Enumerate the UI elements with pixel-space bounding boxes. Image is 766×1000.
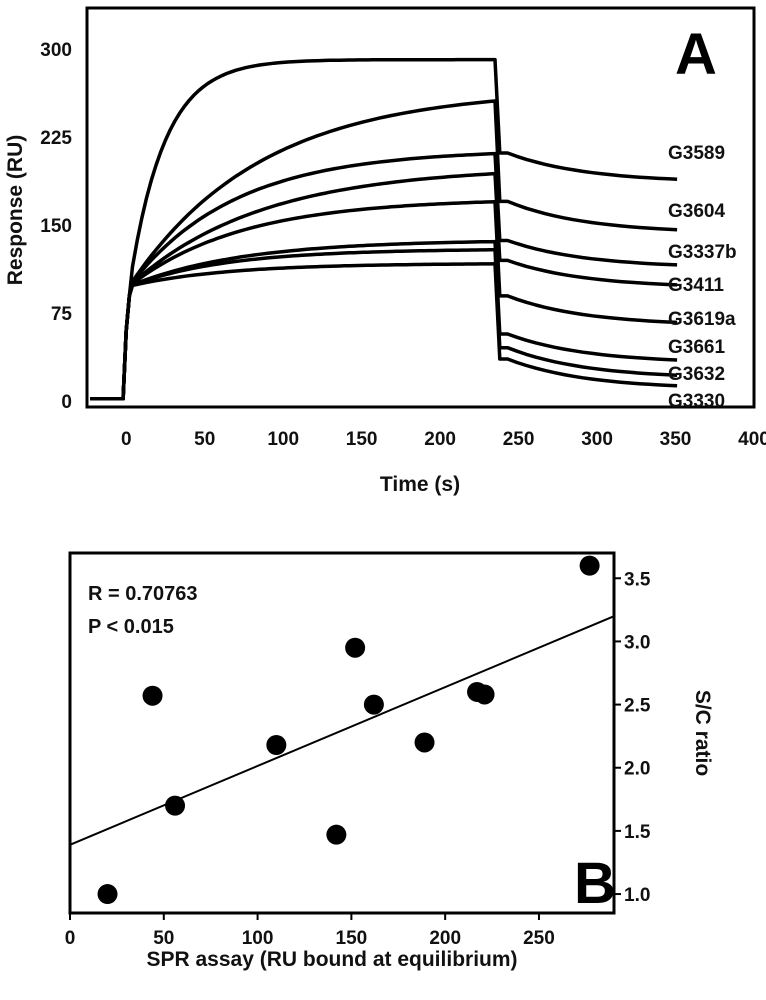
- panel-b-y-axis-title: S/C ratio: [691, 690, 714, 776]
- panel-a-x-axis-title: Time (s): [380, 473, 460, 496]
- curve-label-g3632: G3632: [668, 364, 725, 385]
- panel-a-x-tick-label: 0: [121, 429, 132, 450]
- panel-a-label: A: [675, 22, 717, 87]
- curve-label-g3619a: G3619a: [668, 309, 736, 330]
- panel-a-curves: [90, 57, 678, 401]
- panel-b-y-tick-label: 3.5: [624, 569, 651, 590]
- panel-a-chart: 0 50 100 150 200 250 300 350 400 0 75 150 225 300 G3…: [4, 6, 766, 496]
- panel-a-x-tick-label: 50: [194, 429, 215, 450]
- panel-b-y-ticks: 1.0 1.5 2.0 2.5 3.0 3.5: [614, 569, 651, 906]
- panel-a-x-tick-label: 400: [738, 429, 766, 450]
- scatter-point: [345, 637, 366, 658]
- sensorgram-curve-g3330: [90, 262, 678, 401]
- scatter-point: [326, 824, 347, 845]
- panel-b-x-tick-label: 250: [523, 928, 555, 949]
- scatter-point: [579, 555, 600, 576]
- curve-label-g3411: G3411: [668, 275, 724, 296]
- panel-a-x-ticks: 0 50 100 150 200 250 300 350 400: [121, 429, 766, 450]
- panel-b-y-tick-label: 1.5: [624, 822, 651, 843]
- panel-b-y-tick-label: 2.5: [624, 696, 651, 717]
- scatter-point: [97, 884, 118, 905]
- panel-a-x-tick-label: 150: [346, 429, 378, 450]
- panel-b-x-tick-label: 0: [65, 928, 76, 949]
- scatter-point: [165, 795, 186, 816]
- curve-label-g3337b: G3337b: [668, 242, 737, 263]
- panel-a-y-tick-label: 150: [40, 216, 72, 237]
- curve-label-g3604: G3604: [668, 201, 725, 222]
- panel-b-x-tick-label: 100: [242, 928, 274, 949]
- sensorgram-curve-g3619a: [90, 199, 678, 401]
- correlation-r-annotation: R = 0.70763: [88, 583, 198, 605]
- sensorgram-curve-g3411: [90, 171, 678, 401]
- p-value-annotation: P < 0.015: [88, 616, 174, 638]
- panel-a-y-tick-label: 300: [40, 40, 72, 61]
- panel-a-y-tick-label: 0: [61, 392, 72, 413]
- panel-a-y-tick-label: 225: [40, 128, 72, 149]
- panel-a-x-tick-label: 250: [503, 429, 535, 450]
- curve-label-g3330: G3330: [668, 391, 725, 412]
- scatter-point: [414, 732, 435, 753]
- panel-b-points: [97, 555, 600, 905]
- panel-a-y-tick-label: 75: [51, 304, 73, 325]
- panel-b-x-ticks: 0 50 100 150 200 250: [65, 913, 555, 949]
- panel-b-x-tick-label: 50: [153, 928, 174, 949]
- sensorgram-curve-g3589: [90, 57, 678, 401]
- panel-b-y-tick-label: 1.0: [624, 885, 650, 906]
- curve-label-g3589: G3589: [668, 143, 725, 164]
- regression-line: [69, 615, 615, 846]
- curve-label-g3661: G3661: [668, 337, 725, 358]
- panel-b-x-tick-label: 150: [336, 928, 368, 949]
- panel-a-frame: [85, 6, 756, 409]
- scatter-point: [142, 685, 163, 706]
- sensorgram-curve-g3337b: [90, 151, 678, 401]
- sensorgram-curve-g3632: [90, 248, 678, 401]
- panel-a-y-ticks: 0 75 150 225 300: [40, 40, 72, 413]
- panel-a-y-axis-title: Response (RU): [4, 135, 27, 286]
- panel-b-y-tick-label: 3.0: [624, 632, 650, 653]
- sensorgram-curve-g3604: [90, 99, 678, 401]
- panel-b-y-tick-label: 2.0: [624, 759, 650, 780]
- panel-a-x-tick-label: 200: [424, 429, 456, 450]
- panel-b-chart: 0 50 100 150 200 250 1.0 1.5 2.0 2.5 3.0 3.5 R = 0…: [65, 551, 714, 971]
- panel-b-frame: [68, 551, 616, 915]
- scatter-point: [474, 684, 495, 705]
- scatter-point: [363, 694, 384, 715]
- panel-a-x-tick-label: 300: [581, 429, 613, 450]
- scatter-point: [266, 735, 287, 755]
- panel-a-curve-labels: G3589 G3604 G3337b G3411 G3619a G3661 G3632 G33…: [668, 143, 737, 412]
- panel-a-x-tick-label: 350: [660, 429, 692, 450]
- panel-a-x-tick-label: 100: [267, 429, 299, 450]
- panel-b-x-axis-title: SPR assay (RU bound at equilibrium): [146, 948, 517, 971]
- panel-b-x-tick-label: 200: [429, 928, 461, 949]
- panel-b-label: B: [574, 851, 616, 916]
